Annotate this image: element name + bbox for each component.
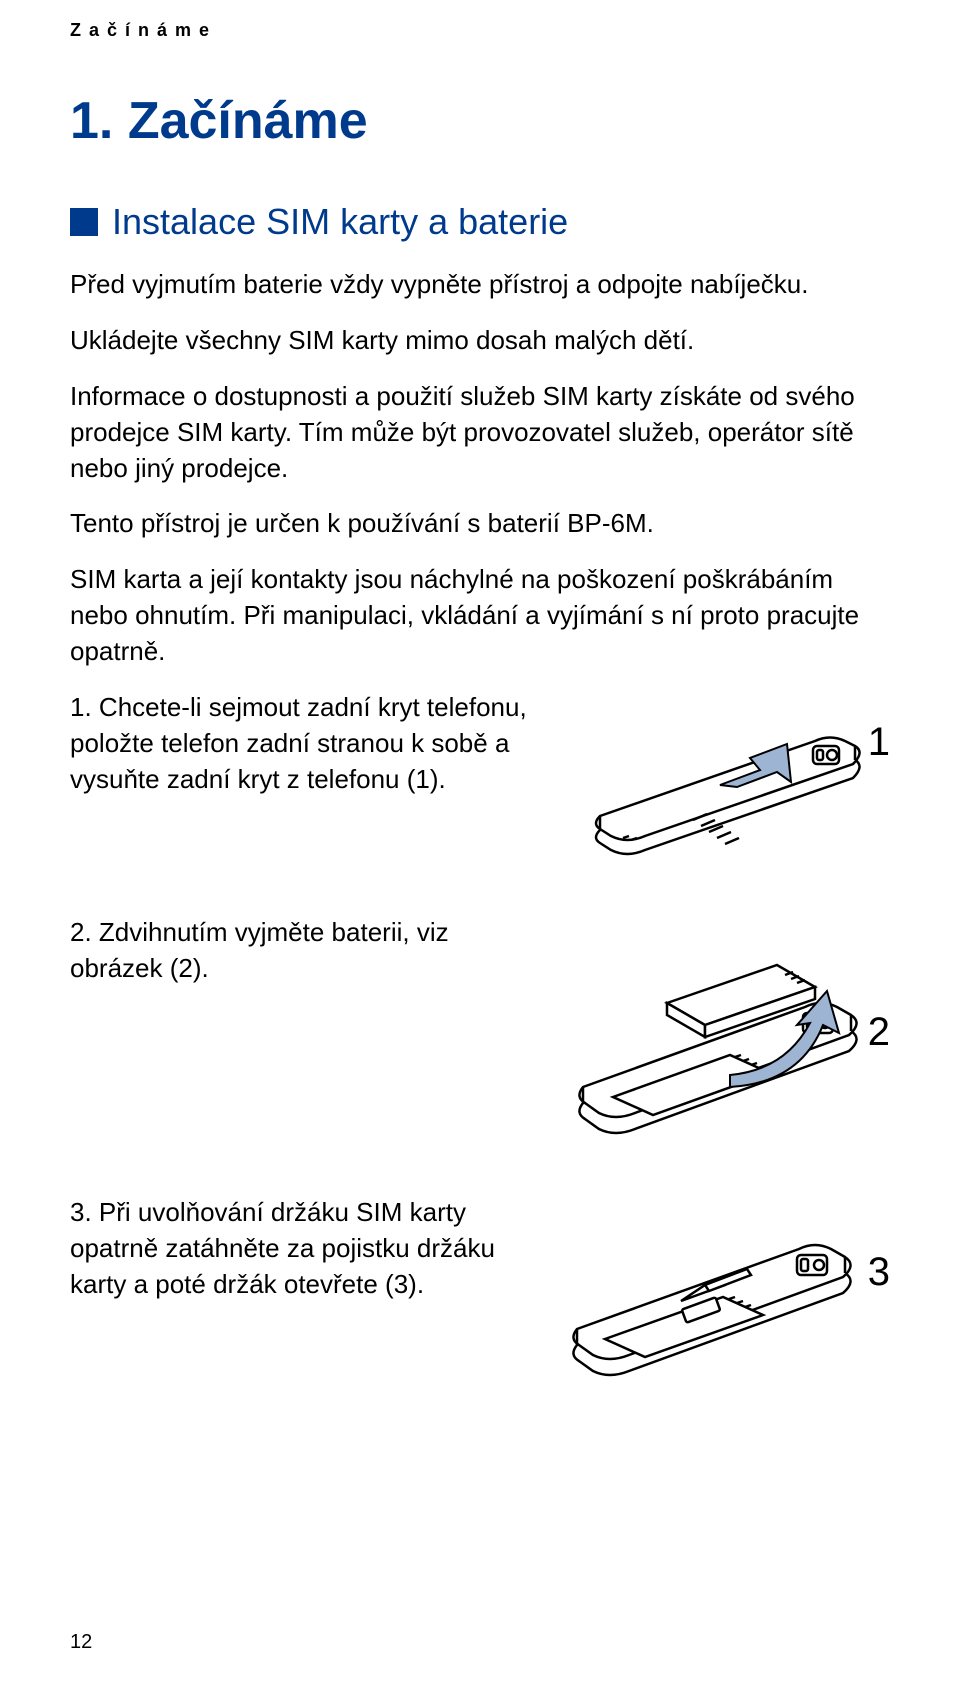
step-number: 3. bbox=[70, 1197, 92, 1227]
step-1-text: 1. Chcete-li sejmout zadní kryt telefonu… bbox=[70, 690, 535, 798]
paragraph: Tento přístroj je určen k používání s ba… bbox=[70, 506, 890, 542]
step-body: Při uvolňování držáku SIM karty opatrně … bbox=[70, 1197, 495, 1299]
running-header: Začínáme bbox=[70, 20, 890, 41]
step-2-illustration: 2 bbox=[555, 915, 890, 1145]
section-heading: Instalace SIM karty a baterie bbox=[70, 201, 890, 243]
paragraph: Informace o dostupnosti a použití služeb… bbox=[70, 379, 890, 487]
step-3-label: 3 bbox=[868, 1250, 890, 1295]
page-number: 12 bbox=[70, 1631, 92, 1654]
step-1-row: 1. Chcete-li sejmout zadní kryt telefonu… bbox=[70, 690, 890, 865]
paragraph: Ukládejte všechny SIM karty mimo dosah m… bbox=[70, 323, 890, 359]
bullet-square-icon bbox=[70, 208, 98, 236]
step-body: Chcete-li sejmout zadní kryt telefonu, p… bbox=[70, 692, 527, 794]
step-body: Zdvihnutím vyjměte baterii, viz obrázek … bbox=[70, 917, 449, 983]
step-3-text: 3. Při uvolňování držáku SIM karty opatr… bbox=[70, 1195, 535, 1303]
phone-lift-battery-icon bbox=[555, 915, 890, 1145]
step-3-illustration: 3 bbox=[555, 1195, 890, 1390]
step-number: 2. bbox=[70, 917, 92, 947]
step-number: 1. bbox=[70, 692, 92, 722]
step-2-row: 2. Zdvihnutím vyjměte baterii, viz obráz… bbox=[70, 915, 890, 1145]
phone-sim-holder-icon bbox=[555, 1195, 890, 1390]
paragraph: SIM karta a její kontakty jsou náchylné … bbox=[70, 562, 890, 670]
chapter-title: 1. Začínáme bbox=[70, 91, 890, 151]
step-1-illustration: 1 bbox=[555, 690, 890, 865]
section-heading-text: Instalace SIM karty a baterie bbox=[112, 201, 568, 243]
step-1-label: 1 bbox=[868, 720, 890, 765]
paragraph: Před vyjmutím baterie vždy vypněte příst… bbox=[70, 267, 890, 303]
step-2-label: 2 bbox=[868, 1010, 890, 1055]
phone-slide-cover-icon bbox=[555, 690, 890, 865]
step-3-row: 3. Při uvolňování držáku SIM karty opatr… bbox=[70, 1195, 890, 1390]
step-2-text: 2. Zdvihnutím vyjměte baterii, viz obráz… bbox=[70, 915, 535, 987]
